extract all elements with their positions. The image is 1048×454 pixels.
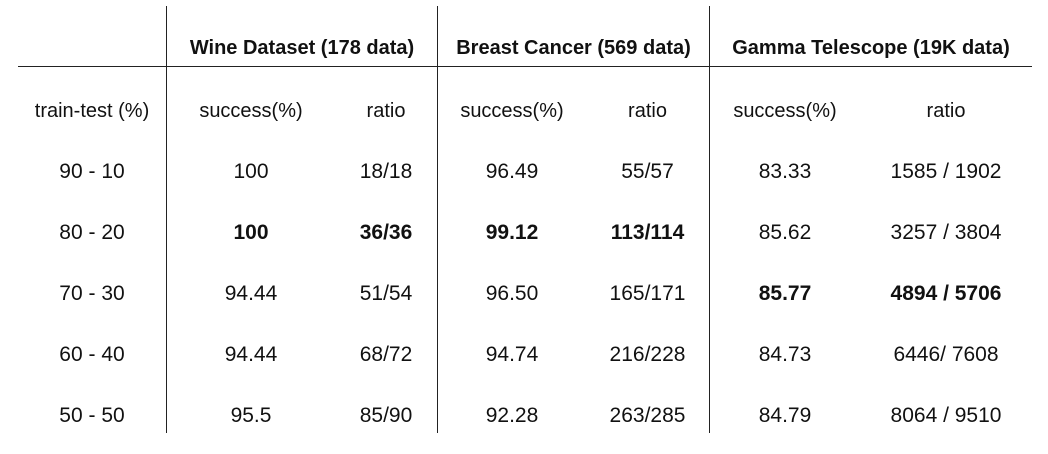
subheader-breast-ratio: ratio <box>628 99 667 122</box>
subheader-train-test: train-test (%) <box>34 99 150 122</box>
gamma-success-cell: 85.77 <box>758 282 812 305</box>
group-header-wine: Wine Dataset (178 data) <box>189 36 415 59</box>
gamma-success-cell: 85.62 <box>758 221 812 244</box>
wine-ratio-cell: 18/18 <box>359 160 413 183</box>
subheader-gamma-success: success(%) <box>733 99 837 122</box>
wine-ratio-cell: 36/36 <box>359 221 413 244</box>
breast-success-cell: 96.50 <box>485 282 539 305</box>
breast-success-cell: 94.74 <box>485 343 539 366</box>
wine-ratio-cell: 51/54 <box>359 282 413 305</box>
wine-success-cell: 94.44 <box>224 282 278 305</box>
group-header-breast-cancer: Breast Cancer (569 data) <box>456 36 691 59</box>
breast-success-cell: 99.12 <box>485 221 539 244</box>
gamma-ratio-cell: 1585 / 1902 <box>890 160 1002 183</box>
breast-ratio-cell: 55/57 <box>621 160 674 183</box>
column-divider <box>709 6 710 433</box>
gamma-success-cell: 84.79 <box>758 404 812 427</box>
subheader-wine-ratio: ratio <box>366 99 406 122</box>
subheader-wine-success: success(%) <box>199 99 303 122</box>
subheader-breast-success: success(%) <box>460 99 564 122</box>
gamma-success-cell: 84.73 <box>758 343 812 366</box>
wine-success-cell: 95.5 <box>230 404 272 427</box>
wine-ratio-cell: 68/72 <box>359 343 413 366</box>
train-test-cell: 70 - 30 <box>59 282 125 305</box>
wine-success-cell: 100 <box>233 160 269 183</box>
wine-success-cell: 94.44 <box>224 343 278 366</box>
wine-ratio-cell: 85/90 <box>359 404 413 427</box>
breast-ratio-cell: 263/285 <box>609 404 686 427</box>
gamma-success-cell: 83.33 <box>758 160 812 183</box>
subheader-gamma-ratio: ratio <box>926 99 966 122</box>
gamma-ratio-cell: 3257 / 3804 <box>890 221 1002 244</box>
train-test-cell: 50 - 50 <box>59 404 125 427</box>
breast-ratio-cell: 216/228 <box>609 343 686 366</box>
column-divider <box>437 6 438 433</box>
train-test-cell: 80 - 20 <box>59 221 125 244</box>
gamma-ratio-cell: 4894 / 5706 <box>890 282 1002 305</box>
gamma-ratio-cell: 6446/ 7608 <box>893 343 999 366</box>
breast-ratio-cell: 113/114 <box>610 221 685 244</box>
group-header-gamma-telescope: Gamma Telescope (19K data) <box>732 36 1010 59</box>
gamma-ratio-cell: 8064 / 9510 <box>890 404 1002 427</box>
breast-ratio-cell: 165/171 <box>609 282 686 305</box>
column-divider <box>166 6 167 433</box>
wine-success-cell: 100 <box>233 221 269 244</box>
breast-success-cell: 92.28 <box>485 404 539 427</box>
header-rule <box>18 66 1032 67</box>
train-test-cell: 90 - 10 <box>59 160 125 183</box>
train-test-cell: 60 - 40 <box>59 343 125 366</box>
breast-success-cell: 96.49 <box>485 160 539 183</box>
